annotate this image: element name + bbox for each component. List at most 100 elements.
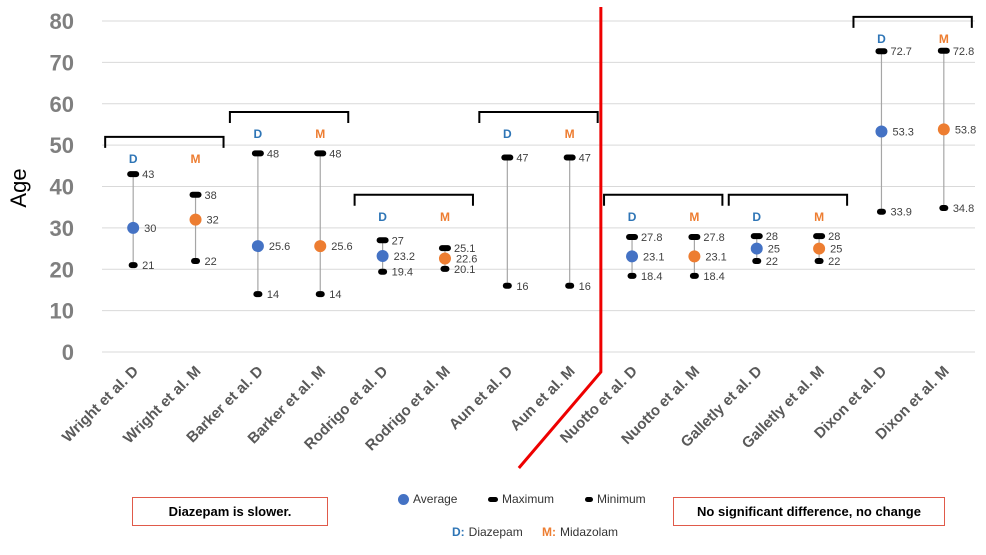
maximum-label: 38 — [205, 190, 217, 202]
maximum-marker — [314, 150, 327, 157]
average-marker — [688, 250, 701, 263]
drug-letter-d: D — [877, 32, 886, 46]
average-label: 30 — [144, 223, 156, 235]
y-axis: 0 10 20 30 40 50 60 70 80 — [50, 9, 74, 365]
maximum-marker — [251, 150, 264, 157]
data-point-group: 38 22 32 — [189, 190, 219, 268]
y-tick-label: 50 — [50, 133, 74, 158]
y-tick-label: 60 — [50, 92, 74, 117]
average-label: 23.2 — [394, 251, 415, 263]
bracket — [852, 15, 973, 28]
data-point-group: 72.7 33.9 53.3 — [875, 46, 914, 219]
data-point-group: 25.1 20.122.6 — [438, 243, 477, 276]
legend-maximum: Maximum — [488, 492, 554, 506]
average-marker — [875, 125, 888, 138]
maximum-label: 48 — [329, 148, 341, 160]
y-tick-label: 80 — [50, 9, 74, 34]
maximum-marker — [563, 154, 576, 161]
minimum-marker — [315, 291, 325, 298]
divider-line — [517, 7, 603, 469]
drug-letter-m: M — [191, 152, 201, 166]
maximum-label: 27.8 — [703, 232, 724, 244]
note-left: Diazepam is slower. — [132, 497, 328, 526]
y-axis-label: Age — [6, 168, 31, 207]
maximum-marker — [875, 48, 888, 55]
average-marker — [626, 250, 639, 263]
bracket — [478, 111, 599, 124]
minimum-marker — [253, 291, 263, 298]
bracket — [353, 193, 474, 206]
average-label: 25 — [768, 244, 780, 256]
drug-letter-m: M — [689, 210, 699, 224]
data-point-group: 27.8 18.4 23.1 — [626, 232, 664, 283]
minimum-marker — [191, 257, 201, 264]
drug-letter-m: M — [939, 32, 949, 46]
drug-letter-m: M — [814, 210, 824, 224]
gridlines — [102, 20, 975, 353]
data-point-group: 48 14 25.6 — [251, 148, 290, 301]
data-point-group: 72.8 34.8 53.8 — [937, 46, 976, 215]
minimum-label: 22 — [828, 256, 840, 268]
minimum-marker — [689, 272, 699, 279]
drug-letter-d: D — [129, 152, 138, 166]
maximum-label: 25.1 — [454, 243, 475, 255]
minimum-marker — [565, 282, 575, 289]
minimum-label: 34.8 — [953, 203, 974, 215]
average-label: 25.6 — [269, 241, 290, 253]
y-tick-label: 30 — [50, 216, 74, 241]
maximum-marker — [813, 233, 826, 240]
legend-midazolam: M: Midazolam — [542, 525, 618, 539]
average-marker — [438, 252, 451, 265]
maximum-marker — [376, 237, 389, 244]
maximum-label: 28 — [766, 231, 778, 243]
average-label: 25 — [830, 244, 842, 256]
legend-d-name: Diazepam — [468, 525, 523, 539]
bracket — [228, 111, 350, 124]
legend-m-name: Midazolam — [560, 525, 619, 539]
minimum-label: 14 — [329, 289, 341, 301]
legend-diazepam: D: Diazepam — [452, 525, 523, 539]
group-divider — [517, 7, 603, 469]
maximum-label: 28 — [828, 231, 840, 243]
minimum-marker — [128, 262, 138, 269]
legend-minimum-label: Minimum — [597, 492, 646, 506]
average-label: 22.6 — [456, 253, 477, 265]
average-label: 23.1 — [643, 251, 664, 263]
average-marker — [376, 250, 389, 263]
average-label: 53.8 — [955, 124, 976, 136]
data-point-group: 43 21 30 — [127, 169, 156, 272]
maximum-marker — [688, 233, 701, 240]
data-marks: 43 21 30 38 22 32 48 14 25.6 48 14 25.6 27 19.4 23.2 25… — [127, 46, 976, 301]
average-label: 32 — [207, 215, 219, 227]
minimum-marker — [502, 282, 512, 289]
minimum-marker — [814, 257, 824, 264]
data-point-group: 47 16 — [501, 153, 529, 293]
minimum-label: 22 — [766, 256, 778, 268]
legend-minimum: Minimum — [585, 492, 646, 506]
average-label: 25.6 — [331, 241, 352, 253]
bracket — [104, 135, 225, 148]
y-tick-label: 40 — [50, 175, 74, 200]
drug-letter-d: D — [378, 210, 387, 224]
legend-maximum-label: Maximum — [502, 492, 555, 506]
drug-letter-d: D — [752, 210, 761, 224]
bracket — [603, 193, 724, 206]
average-marker — [127, 221, 140, 234]
drug-letter-d: D — [628, 210, 637, 224]
maximum-label: 47 — [516, 153, 528, 165]
data-point-group: 48 14 25.6 — [314, 148, 353, 301]
drug-letter-d: D — [503, 127, 512, 141]
average-marker — [813, 242, 826, 255]
y-tick-label: 20 — [50, 257, 74, 282]
maximum-marker-icon — [488, 496, 498, 502]
drug-letter-m: M — [565, 127, 575, 141]
minimum-label: 33.9 — [890, 207, 911, 219]
maximum-label: 48 — [267, 148, 279, 160]
maximum-label: 27 — [392, 235, 404, 247]
minimum-label: 18.4 — [641, 271, 662, 283]
legend-average: Average — [398, 492, 457, 506]
drug-letter-m: M — [315, 127, 325, 141]
minimum-label: 18.4 — [703, 271, 724, 283]
